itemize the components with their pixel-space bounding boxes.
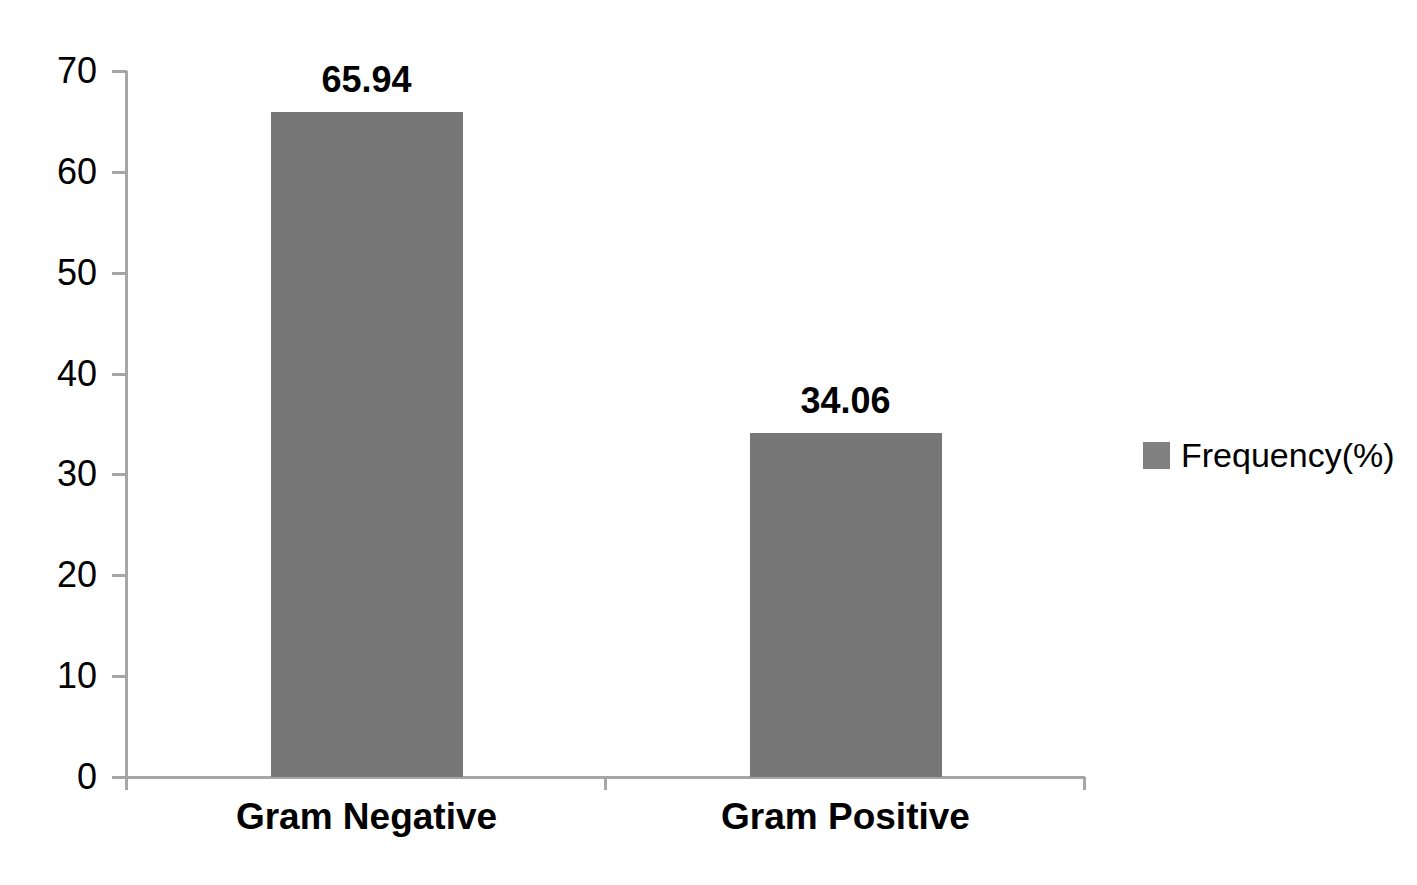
x-axis-tick [125,777,128,790]
y-axis-tick [112,473,127,476]
bar-data-label: 65.94 [321,59,411,101]
x-axis-tick [1083,777,1086,790]
y-axis-tick [112,70,127,73]
y-axis-tick [112,373,127,376]
bar-data-label: 34.06 [800,380,890,422]
x-axis-tick [604,777,607,790]
x-axis-category-label: Gram Positive [721,796,970,838]
y-axis-tick-label: 50 [57,252,97,294]
y-axis-tick-label: 0 [77,756,97,798]
y-axis-tick [112,171,127,174]
legend: Frequency(%) [1143,436,1395,475]
bar [750,433,942,777]
legend-label: Frequency(%) [1181,436,1395,475]
y-axis-tick-label: 40 [57,353,97,395]
y-axis-tick [112,574,127,577]
y-axis-line [125,71,128,790]
y-axis-tick-label: 70 [57,50,97,92]
legend-swatch [1143,442,1170,469]
bar [271,112,463,777]
y-axis-tick-label: 30 [57,453,97,495]
y-axis-tick-label: 60 [57,151,97,193]
y-axis-tick [112,675,127,678]
y-axis-tick [112,272,127,275]
y-axis-tick-label: 10 [57,655,97,697]
x-axis-category-label: Gram Negative [236,796,497,838]
y-axis-tick-label: 20 [57,554,97,596]
bar-chart: 0 10 20 30 40 50 60 70 65.94 Gram Negative 34.06 Gr… [0,0,1417,885]
